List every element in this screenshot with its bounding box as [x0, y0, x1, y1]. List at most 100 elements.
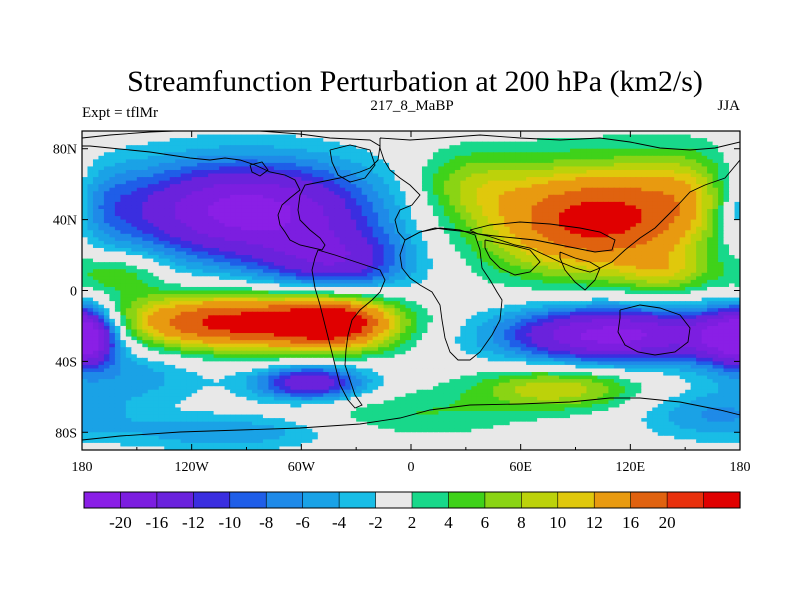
field-cell — [520, 173, 527, 178]
field-cell — [646, 272, 653, 277]
field-cell — [641, 255, 648, 260]
field-cell — [175, 223, 182, 228]
field-cell — [597, 198, 604, 203]
field-cell — [180, 255, 187, 260]
field-cell — [504, 141, 511, 146]
field-cell — [169, 131, 176, 136]
field-cell — [361, 148, 368, 153]
field-cell — [520, 223, 527, 228]
field-cell — [723, 187, 730, 192]
field-cell — [345, 141, 352, 146]
field-cell — [586, 251, 593, 256]
field-cell — [668, 148, 675, 153]
field-cell — [575, 230, 582, 235]
field-cell — [301, 255, 308, 260]
field-cell — [498, 247, 505, 253]
field-cell — [114, 134, 121, 139]
field-cell — [257, 262, 264, 267]
field-cell — [701, 184, 708, 189]
field-cell — [564, 230, 571, 235]
field-cell — [109, 141, 116, 146]
field-cell — [674, 155, 681, 160]
field-cell — [87, 262, 94, 267]
field-cell — [328, 138, 335, 143]
field-cell — [454, 230, 461, 235]
field-cell — [570, 223, 577, 228]
field-cell — [394, 244, 401, 249]
field-cell — [432, 247, 440, 253]
field-cell — [191, 205, 198, 210]
field-cell — [98, 237, 105, 242]
field-cell — [87, 177, 94, 182]
field-cell — [696, 159, 703, 164]
field-cell — [400, 265, 407, 270]
field-cell — [509, 205, 516, 210]
field-cell — [109, 237, 116, 242]
field-cell — [729, 138, 736, 143]
field-cell — [624, 180, 631, 185]
field-cell — [400, 251, 407, 256]
field-cell — [241, 205, 248, 210]
field-cell — [400, 258, 407, 263]
field-cell — [131, 226, 138, 231]
field-cell — [630, 141, 637, 146]
field-cell — [531, 255, 538, 260]
field-cell — [520, 201, 527, 207]
field-cell — [317, 162, 324, 168]
field-cell — [421, 131, 429, 136]
field-cell — [449, 212, 456, 217]
field-cell — [685, 208, 692, 214]
field-cell — [674, 205, 681, 210]
field-cell — [690, 247, 697, 253]
field-cell — [224, 180, 231, 185]
field-cell — [416, 216, 423, 221]
field-cell — [493, 205, 500, 210]
field-cell — [92, 230, 100, 235]
field-cell — [504, 162, 511, 168]
field-cell — [526, 255, 533, 260]
field-cell — [465, 191, 472, 196]
field-cell — [306, 219, 313, 224]
field-cell — [257, 141, 264, 146]
field-cell — [718, 262, 725, 267]
field-cell — [526, 155, 533, 160]
field-cell — [635, 265, 642, 270]
field-cell — [685, 240, 692, 246]
field-cell — [564, 262, 571, 267]
field-cell — [482, 148, 489, 153]
field-cell — [657, 194, 664, 199]
field-cell — [443, 219, 450, 224]
field-cell — [279, 184, 286, 189]
field-cell — [696, 198, 703, 203]
field-cell — [580, 131, 588, 136]
field-cell — [147, 184, 154, 189]
field-cell — [312, 177, 319, 182]
field-cell — [136, 208, 143, 214]
field-cell — [476, 177, 483, 182]
field-cell — [345, 180, 352, 185]
field-cell — [279, 265, 286, 270]
field-cell — [295, 166, 302, 171]
field-cell — [175, 201, 182, 207]
field-cell — [345, 237, 352, 242]
field-cell — [323, 145, 330, 150]
field-cell — [729, 205, 736, 210]
field-cell — [624, 198, 631, 203]
field-cell — [531, 141, 538, 146]
field-cell — [180, 198, 187, 203]
field-cell — [553, 216, 560, 221]
field-cell — [674, 131, 681, 136]
field-cell — [158, 226, 165, 231]
field-cell — [268, 233, 275, 238]
field-cell — [476, 187, 483, 192]
field-cell — [235, 233, 242, 238]
field-cell — [262, 131, 270, 136]
field-cell — [718, 187, 725, 192]
field-cell — [657, 131, 664, 136]
field-cell — [602, 262, 609, 267]
field-cell — [82, 131, 89, 136]
field-cell — [564, 180, 571, 185]
field-cell — [668, 244, 675, 249]
field-cell — [197, 159, 204, 164]
field-cell — [449, 177, 456, 182]
